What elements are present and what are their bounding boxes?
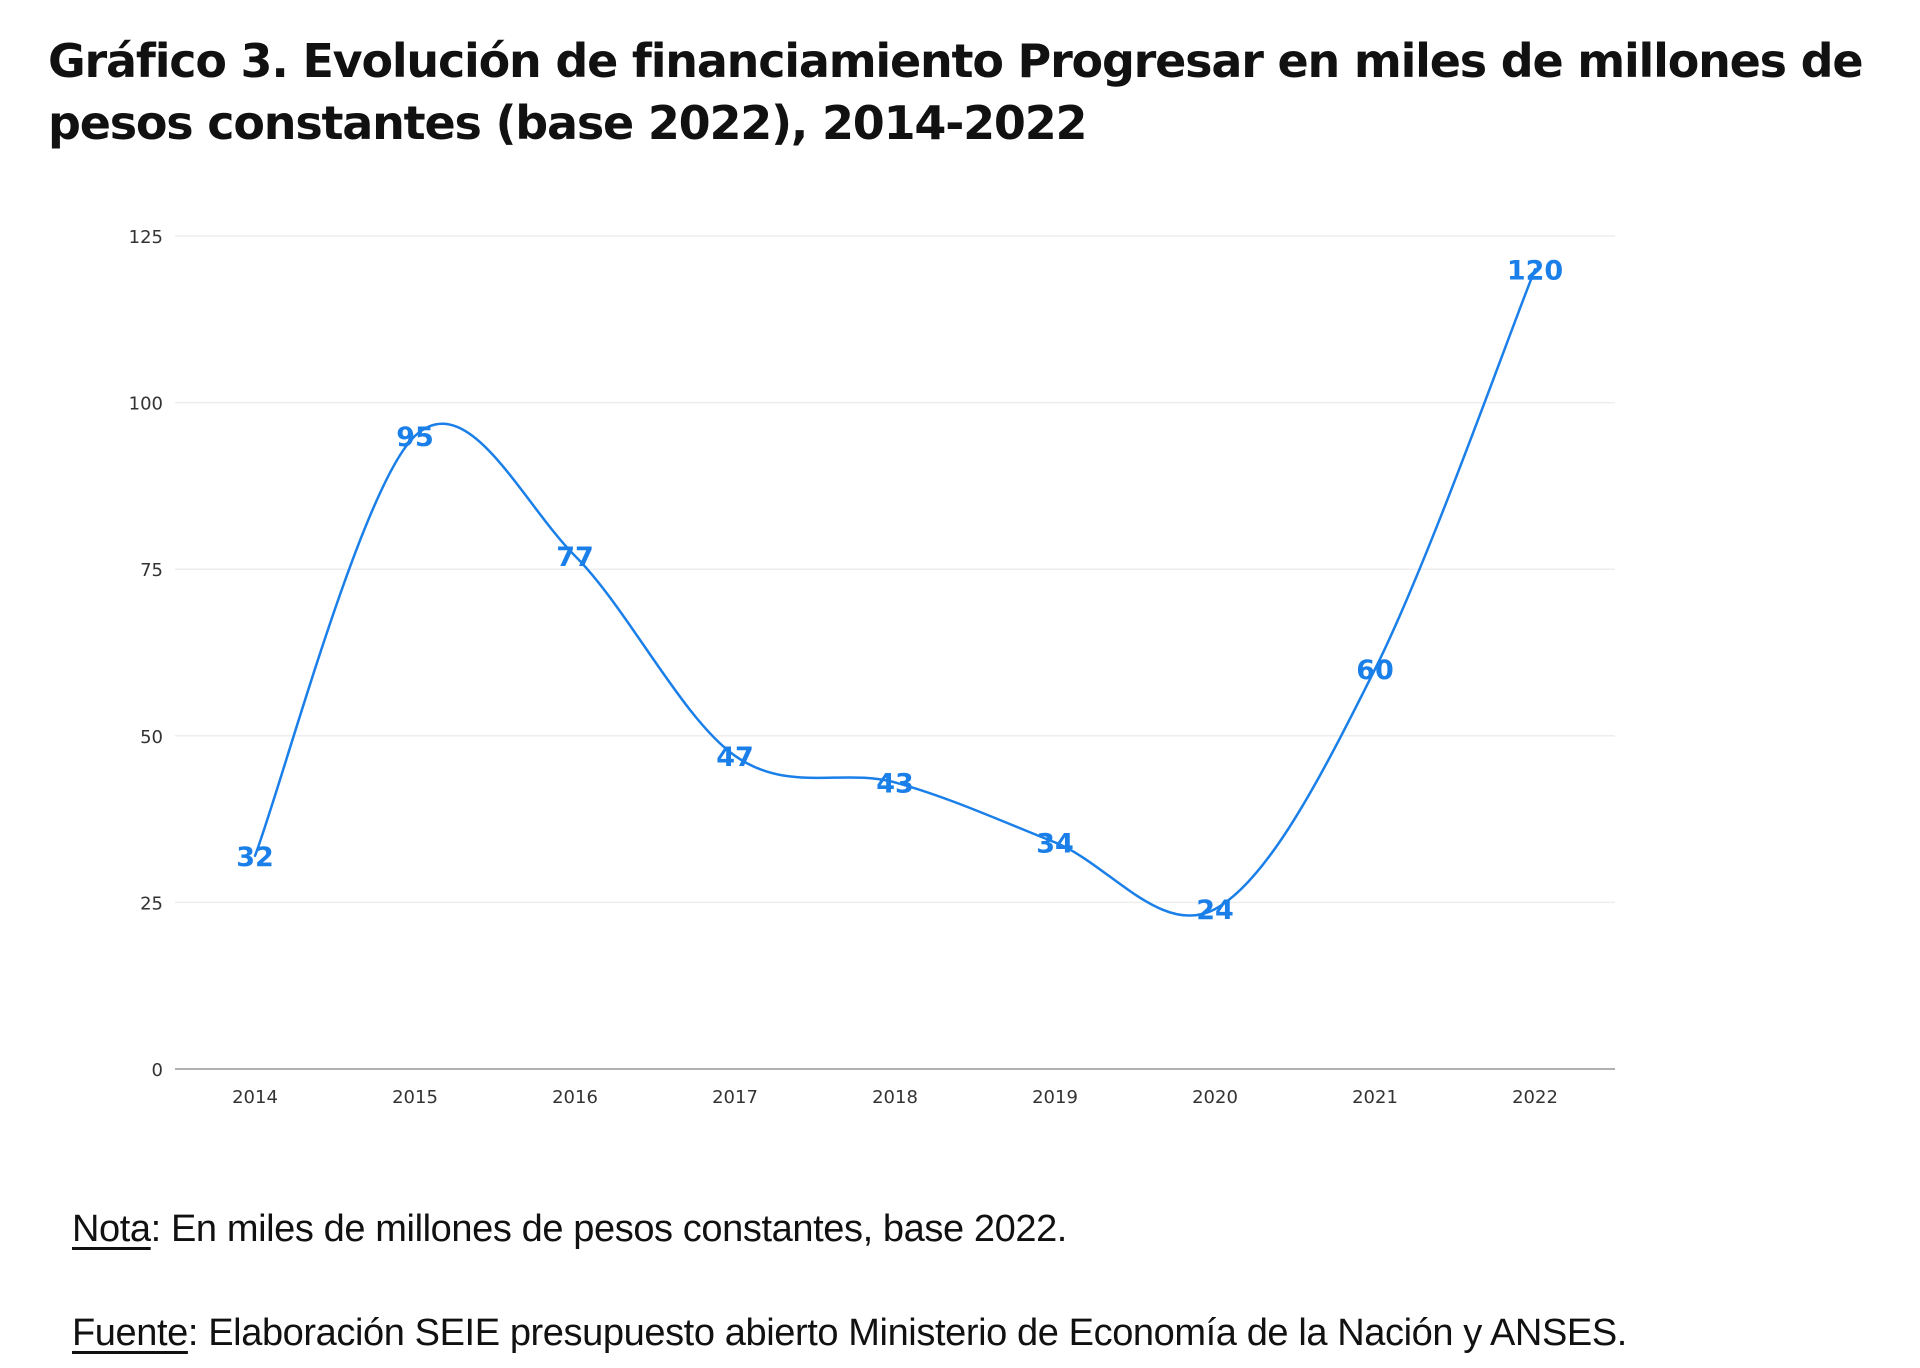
data-label-2021: 60 <box>1356 655 1394 686</box>
x-tick-label-2018: 2018 <box>872 1087 918 1108</box>
y-tick-label-50: 50 <box>140 727 163 748</box>
data-label-2017: 47 <box>716 742 754 773</box>
y-tick-label-25: 25 <box>140 893 163 914</box>
data-label-2019: 34 <box>1036 828 1074 859</box>
x-tick-label-2017: 2017 <box>712 1087 758 1108</box>
x-tick-label-2014: 2014 <box>232 1087 278 1108</box>
grid-layer <box>175 235 1615 904</box>
y-tick-label-75: 75 <box>140 560 163 581</box>
data-label-2018: 43 <box>876 768 914 799</box>
line-chart-svg: 0 25 50 75 100 125 2014 2015 2016 2017 2018 2019 202… <box>129 227 1615 1108</box>
x-tick-label-2022: 2022 <box>1512 1087 1558 1108</box>
y-tick-label-0: 0 <box>152 1060 163 1081</box>
source-text: Fuente: Elaboración SEIE presupuesto abi… <box>72 1312 1627 1355</box>
source-body: : Elaboración SEIE presupuesto abierto M… <box>187 1312 1627 1354</box>
note-body: : En miles de millones de pesos constant… <box>150 1208 1068 1250</box>
note-label: Nota <box>72 1208 151 1250</box>
data-label-layer: 32 95 77 47 43 34 24 60 120 <box>236 255 1563 926</box>
series-line <box>253 268 1537 917</box>
series-line-layer <box>253 268 1537 917</box>
x-tick-label-2019: 2019 <box>1032 1087 1078 1108</box>
data-label-2022: 120 <box>1507 255 1563 286</box>
x-tick-label-2016: 2016 <box>552 1087 598 1108</box>
source-label: Fuente <box>72 1312 188 1354</box>
x-tick-label-2015: 2015 <box>392 1087 438 1108</box>
line-chart: 0 25 50 75 100 125 2014 2015 2016 2017 2018 2019 202… <box>0 200 1920 1120</box>
y-tick-label-100: 100 <box>129 394 163 415</box>
x-tick-label-2020: 2020 <box>1192 1087 1238 1108</box>
x-tick-label-2021: 2021 <box>1352 1087 1398 1108</box>
data-label-2015: 95 <box>396 422 434 453</box>
data-label-2020: 24 <box>1196 895 1234 926</box>
y-tick-label-125: 125 <box>129 227 163 248</box>
data-label-2016: 77 <box>556 542 594 573</box>
axis-layer: 0 25 50 75 100 125 2014 2015 2016 2017 2018 2019 202… <box>129 227 1615 1108</box>
chart-title: Gráfico 3. Evolución de financiamiento P… <box>48 34 1864 150</box>
note-text: Nota: En miles de millones de pesos cons… <box>72 1208 1067 1251</box>
data-label-2014: 32 <box>236 842 274 873</box>
